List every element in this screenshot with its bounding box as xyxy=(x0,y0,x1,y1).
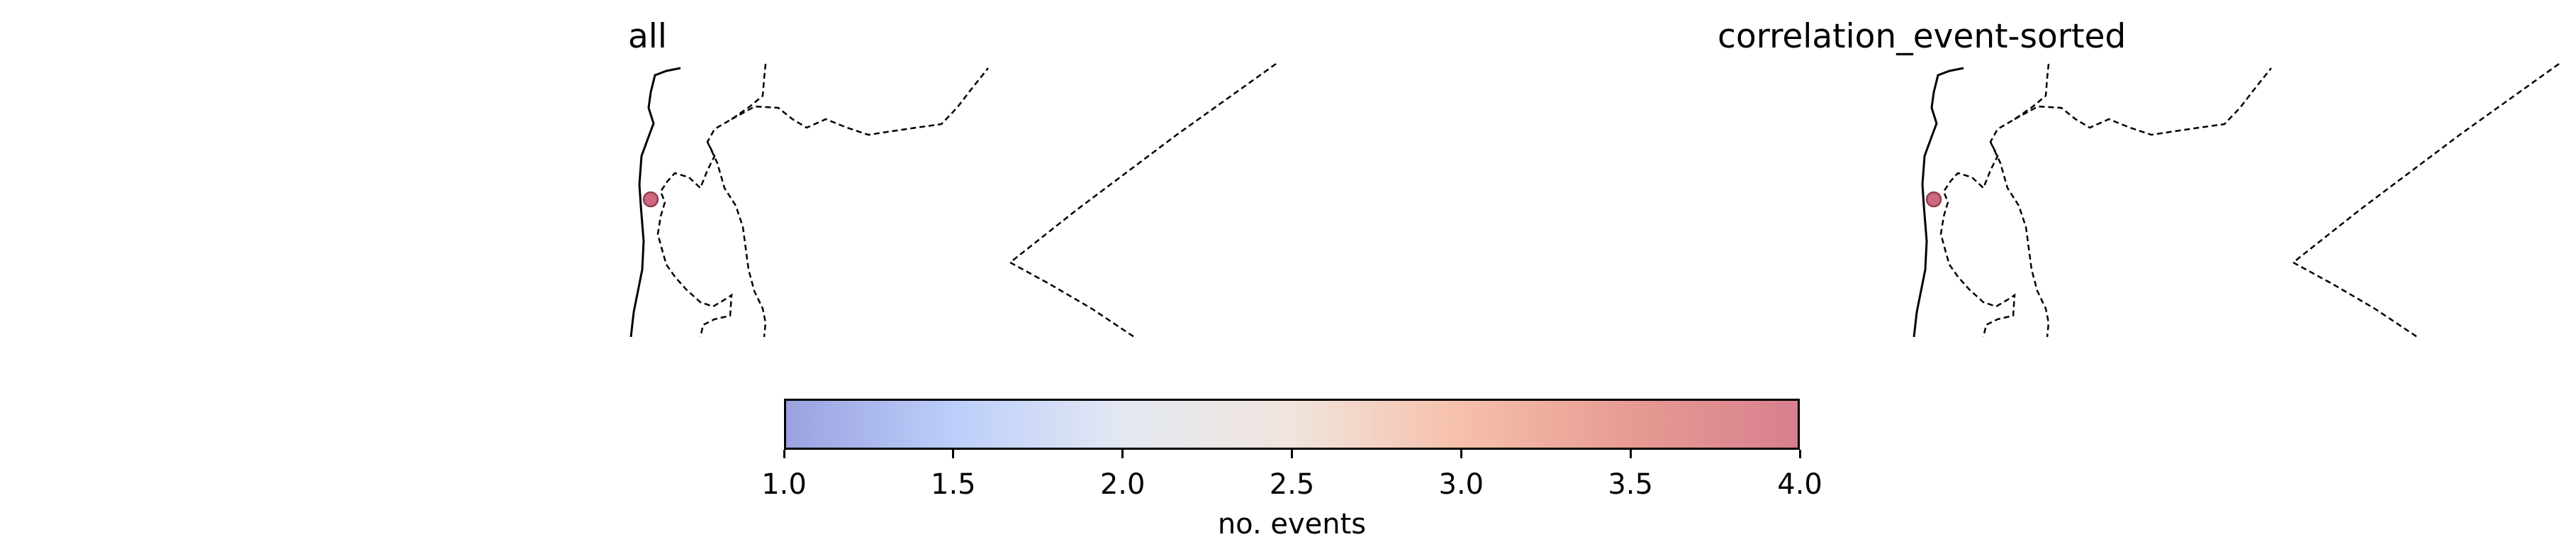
country-border xyxy=(2014,67,2272,136)
colorbar-tick-label: 2.0 xyxy=(1099,468,1146,501)
country-border xyxy=(706,141,767,338)
colorbar-tick-label: 1.5 xyxy=(931,468,976,501)
colorbar-tick xyxy=(783,450,785,458)
country-border xyxy=(1989,141,2050,338)
colorbar-tick xyxy=(952,450,955,458)
colorbar-tick xyxy=(1798,450,1801,458)
colorbar-axis: no. events 1.0 1.5 2.0 2.5 3.0 3.5 4.0 xyxy=(761,450,1822,541)
colorbar-tick xyxy=(1460,450,1462,458)
panel-title: correlation_event-sorted xyxy=(1718,17,2127,56)
country-border xyxy=(2292,62,2560,263)
event-marker[interactable] xyxy=(642,191,659,208)
colorbar-tick xyxy=(1629,450,1632,458)
colorbar-label: no. events xyxy=(1217,508,1367,541)
country-border xyxy=(1009,62,1277,263)
colorbar-tick xyxy=(1291,450,1293,458)
colorbar-tick-label: 2.5 xyxy=(1269,468,1315,501)
colorbar-tick-label: 4.0 xyxy=(1777,468,1822,501)
country-border xyxy=(2292,261,2418,338)
country-border xyxy=(1009,261,1135,338)
colorbar-tick xyxy=(1121,450,1124,458)
map-canvas xyxy=(629,62,1277,338)
colorbar xyxy=(784,399,1800,450)
colorbar-tick-label: 3.5 xyxy=(1608,468,1653,501)
country-border xyxy=(1939,63,2050,338)
colorbar-tick-label: 3.0 xyxy=(1438,468,1484,501)
panel-title: all xyxy=(628,17,667,56)
map-canvas xyxy=(1913,62,2560,338)
coastline xyxy=(629,67,681,338)
colorbar-tick-label: 1.0 xyxy=(761,468,807,501)
country-border xyxy=(656,63,767,338)
event-marker[interactable] xyxy=(1925,191,1942,208)
country-border xyxy=(731,67,989,136)
coastline xyxy=(1913,67,1964,338)
